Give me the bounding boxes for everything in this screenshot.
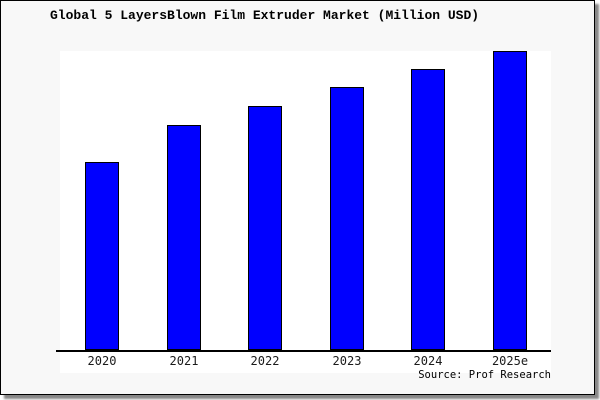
plot-area [60, 51, 551, 373]
chart-title: Global 5 LayersBlown Film Extruder Marke… [50, 8, 480, 23]
bar-2021 [167, 125, 201, 350]
x-axis-line [56, 350, 551, 352]
x-tick-label-2024: 2024 [413, 354, 443, 368]
x-tick-label-2023: 2023 [332, 354, 362, 368]
x-tick-label-2021: 2021 [169, 354, 199, 368]
x-tick-label-2025e: 2025e [491, 354, 529, 368]
bar-2023 [330, 87, 364, 350]
source-note: Source: Prof Research [418, 369, 551, 381]
x-tick-label-2022: 2022 [250, 354, 280, 368]
bar-2025e [493, 51, 527, 350]
x-tick-label-2020: 2020 [87, 354, 117, 368]
bar-2024 [411, 69, 445, 350]
bar-2022 [248, 106, 282, 350]
bar-2020 [85, 162, 119, 350]
